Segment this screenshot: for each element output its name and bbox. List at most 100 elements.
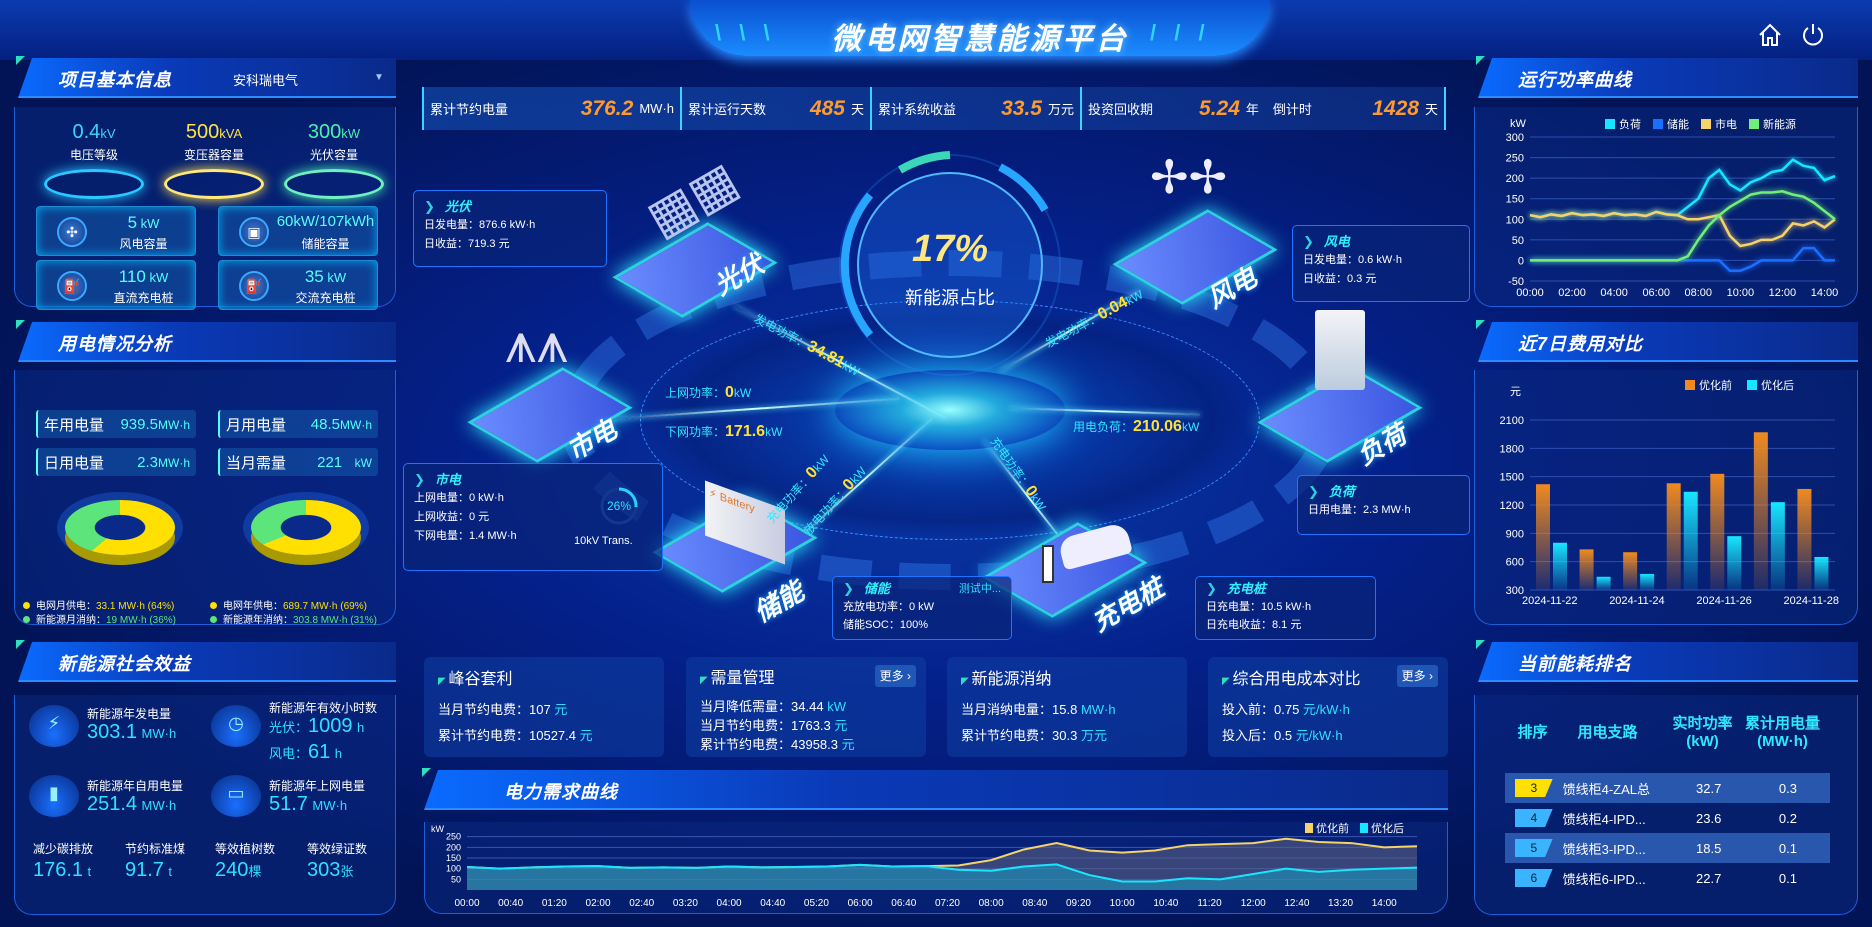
label: 累计节约电费： — [961, 728, 1053, 743]
cost-chart: 300 600 900 1200 1500 1800 2100 元 2024-11-22 2024… — [1500, 378, 1839, 607]
gauge-arc — [600, 487, 638, 525]
legend-swatch — [1360, 823, 1368, 833]
countdown-label: 倒计时 — [1272, 102, 1312, 117]
card-title: 峰谷套利 — [448, 671, 513, 688]
legend-swatch — [1305, 823, 1313, 833]
bar-before — [1753, 432, 1768, 590]
panel-title: 当前能耗排名 — [1518, 654, 1632, 674]
bar-before — [1623, 552, 1638, 590]
value: 171.6 — [725, 423, 766, 440]
hub-platform — [835, 370, 1065, 450]
panel-title: 运行功率曲线 — [1518, 70, 1632, 90]
stat-saved-energy: 累计节约电量 376.2 MW·h — [422, 87, 680, 130]
building-icon — [1315, 310, 1365, 390]
project-selector[interactable]: 安科瑞电气 — [233, 73, 299, 88]
label: 当月节约电费： — [438, 702, 530, 717]
label: 直流充电桩 — [113, 291, 174, 305]
more-button[interactable]: 更多 › — [1396, 665, 1438, 687]
branch-name: 馈线柜4-IPD... — [1562, 811, 1646, 827]
legend-label: 新能源 — [1763, 117, 1796, 131]
x-tick-label: 05:20 — [804, 898, 829, 909]
summary-stats-bar: 累计节约电量 376.2 MW·h 累计运行天数 485 天 累计系统收益 33.5 万元 … — [422, 87, 1446, 130]
card-cost-compare: ◤ 综合用电成本对比 更多 › 投入前：0.75 元/kW·h 投入后：0.5 元… — [1208, 657, 1448, 757]
info-box-grid: ❯ 市电 上网电量：0 kW·h 上网收益：0 元下网电量：1.4 MW·h 26% … — [403, 463, 663, 571]
ranking-header: 排序 用电支路 实时功率 (kW) 累计用电量 (MW·h) — [1515, 715, 1825, 751]
corner-icon: ◤ — [438, 676, 449, 687]
legend-dot — [23, 602, 30, 609]
pv-label: 光伏： — [269, 720, 309, 735]
bar-after — [1683, 491, 1698, 590]
card-title: 综合用电成本对比 — [1232, 671, 1361, 688]
cert-label: 等效绿证数 — [307, 842, 368, 856]
ranking-row[interactable]: 5 馈线柜3-IPD... 18.5 0.1 — [1505, 833, 1830, 863]
cap-value: 300 — [307, 121, 342, 143]
bar-after — [1814, 556, 1829, 590]
legend-swatch — [1749, 119, 1759, 129]
card-renewable: ◤ 新能源消纳 当月消纳电量：15.8 MW·h 累计节约电费：30.3 万元 — [947, 657, 1187, 757]
home-icon[interactable] — [1755, 20, 1785, 50]
panel-title: 电力需求曲线 — [504, 782, 618, 802]
bar-after — [1640, 573, 1655, 590]
self-use-label: 新能源年自用电量 — [87, 779, 184, 793]
unit: h — [334, 746, 342, 761]
panel-header-project: 项目基本信息 安科瑞电气 ▼ — [18, 58, 396, 98]
battery-icon: ▮ — [29, 775, 79, 817]
panel-header-social: 新能源社会效益 — [18, 642, 396, 682]
rank-badge: 5 — [1515, 839, 1553, 857]
bar-before — [1666, 483, 1681, 590]
legend-item: 电网月供电：33.1 MW·h (64%) — [23, 597, 174, 612]
ranking-row[interactable]: 3 馈线柜4-ZAL总 32.7 0.3 — [1505, 773, 1830, 803]
x-tick-label: 2024-11-24 — [1609, 595, 1664, 607]
tree-label: 等效植树数 — [215, 842, 276, 856]
panel-ranking: 排序 用电支路 实时功率 (kW) 累计用电量 (MW·h) 3 馈线柜4-ZAL… — [1474, 695, 1858, 915]
corner-icon — [16, 56, 25, 65]
stat-dc-charger: ⛽ 110 kW 直流充电桩 — [36, 260, 196, 310]
value: 0.5 — [1274, 728, 1293, 743]
panel-header-ranking: 当前能耗排名 — [1478, 642, 1858, 682]
flow-grid-up: 上网功率：0kW — [665, 384, 751, 402]
panel-title: 用电情况分析 — [58, 334, 172, 354]
power: 23.6 — [1696, 810, 1722, 826]
unit: t — [168, 864, 173, 879]
x-tick-label: 06:40 — [891, 898, 916, 909]
energy: 0.1 — [1778, 870, 1797, 886]
unit: 元 — [834, 718, 848, 733]
legend-label: 优化前 — [1316, 822, 1349, 835]
storage-status: 测试中... — [958, 583, 1001, 595]
label: 当月降低需量： — [700, 699, 792, 714]
box-line: 日收益：719.3 元 — [424, 238, 510, 250]
unit: kW — [1181, 420, 1200, 434]
info-box-charger: ❯ 充电桩 日充电量：10.5 kW·h 日充电收益：8.1 元 — [1195, 576, 1376, 640]
stat-label: 累计节约电量 — [430, 102, 509, 117]
ring-icon — [44, 169, 144, 199]
card-title: 新能源消纳 — [971, 671, 1052, 688]
power-icon[interactable] — [1798, 20, 1828, 50]
cap-transformer: 500kVA 变压器容量 — [155, 121, 273, 199]
value: 19 MW·h (36%) — [106, 615, 177, 626]
ranking-row[interactable]: 4 馈线柜4-IPD... 23.6 0.2 — [1505, 803, 1830, 833]
legend-item: 新能源月消纳：19 MW·h (36%) — [23, 611, 176, 626]
ranking-row[interactable]: 6 馈线柜6-IPD... 22.7 0.1 — [1505, 863, 1830, 893]
more-button[interactable]: 更多 › — [874, 665, 916, 687]
unit: 棵 — [248, 864, 262, 879]
box-line: 日发电量：876.6 kW·h — [424, 219, 536, 231]
stat-payback: 投资回收期 5.24 年倒计时 1428 天 — [1080, 87, 1446, 130]
y-axis-unit: 元 — [1510, 386, 1521, 398]
unit: 元 — [841, 737, 855, 752]
gen-label: 新能源年发电量 — [87, 707, 172, 721]
value: 110 — [118, 267, 146, 286]
stat-ac-charger: ⛽ 35 kW 交流充电桩 — [218, 260, 378, 310]
value: 48.5 — [310, 415, 340, 433]
value: 60kW/107kWh — [276, 213, 375, 230]
unit: MW·h — [141, 798, 177, 813]
branch-name: 馈线柜3-IPD... — [1562, 841, 1646, 857]
series-area-1 — [467, 864, 1417, 890]
label: 投入后： — [1222, 728, 1275, 743]
panel-power-chart: -50 0 50 100 150 200 250 300 00:00 02:00 04:00 06:0… — [1474, 107, 1858, 307]
chevron-down-icon[interactable]: ▼ — [374, 72, 384, 83]
col-branch: 用电支路 — [1577, 724, 1638, 741]
flow-grid-down: 下网功率：171.6kW — [665, 423, 782, 441]
info-box-pv: ❯ 光伏 日发电量：876.6 kW·h 日收益：719.3 元 — [413, 190, 607, 267]
value: 221 — [317, 453, 343, 471]
